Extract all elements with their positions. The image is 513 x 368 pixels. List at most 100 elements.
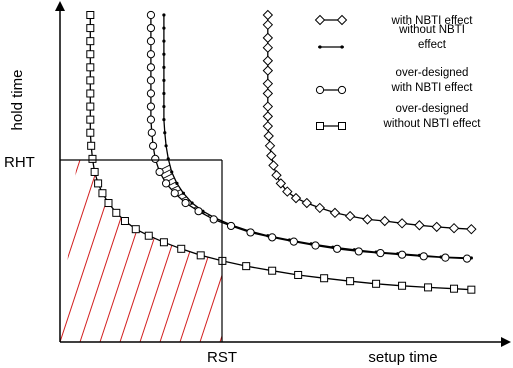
- data-point-over-designed-with-nbti-effect-3: [146, 50, 156, 59]
- black-hatch-line: [209, 160, 222, 221]
- data-point-over-designed-without-nbti-effect-31: [424, 283, 433, 292]
- legend-marker-with-nbti-effect-b: [336, 14, 348, 26]
- data-point-over-designed-without-nbti-effect-29: [372, 279, 381, 288]
- data-point-over-designed-without-nbti-effect-14: [98, 189, 107, 198]
- data-point-with-nbti-effect-16: [275, 178, 287, 189]
- data-point-over-designed-with-nbti-effect-26: [397, 250, 407, 259]
- legend-marker-over-designed-without-nbti-effect-b: [338, 122, 346, 130]
- data-point-without-nbti-effect-5: [162, 78, 166, 82]
- data-point-over-designed-with-nbti-effect-8: [146, 115, 156, 124]
- data-point-over-designed-with-nbti-effect-15: [181, 198, 190, 208]
- red-hatch-line: [0, 160, 40, 342]
- data-point-over-designed-with-nbti-effect-12: [155, 167, 164, 177]
- data-point-over-designed-without-nbti-effect-24: [242, 262, 251, 271]
- red-hatch-line: [0, 160, 20, 342]
- data-point-with-nbti-effect-21: [329, 207, 341, 219]
- data-point-over-designed-with-nbti-effect-6: [146, 89, 156, 98]
- hatch-area: [0, 160, 340, 342]
- data-point-without-nbti-effect-10: [164, 144, 168, 148]
- data-point-over-designed-without-nbti-effect-20: [159, 238, 168, 247]
- data-point-without-nbti-effect-1: [162, 26, 166, 30]
- data-point-over-designed-without-nbti-effect-32: [450, 284, 459, 293]
- data-point-over-designed-without-nbti-effect-4: [86, 63, 95, 72]
- data-point-without-nbti-effect-8: [162, 118, 166, 122]
- data-point-with-nbti-effect-19: [301, 197, 313, 209]
- hatch-mask-left: [60, 160, 222, 342]
- data-point-over-designed-with-nbti-effect-24: [354, 247, 363, 256]
- data-point-over-designed-with-nbti-effect-25: [376, 248, 385, 258]
- data-point-with-nbti-effect-28: [448, 222, 460, 234]
- data-point-with-nbti-effect-8: [262, 101, 274, 112]
- shaded-region: [0, 160, 360, 342]
- red-hatch-line: [260, 160, 320, 342]
- legend-entry-with-nbti-effect: with NBTI effect: [314, 14, 473, 27]
- data-point-with-nbti-effect-4: [262, 55, 274, 66]
- data-point-with-nbti-effect-10: [262, 120, 274, 132]
- data-point-without-nbti-effect-9: [163, 131, 167, 135]
- data-point-with-nbti-effect-0: [262, 9, 274, 21]
- data-point-with-nbti-effect-12: [264, 140, 276, 152]
- red-hatch-line: [219, 334, 222, 342]
- data-point-over-designed-without-nbti-effect-11: [88, 154, 97, 163]
- data-point-over-designed-without-nbti-effect-10: [87, 141, 96, 150]
- legend-marker-with-nbti-effect-a: [314, 14, 326, 26]
- red-hatch-line: [280, 160, 340, 342]
- data-point-over-designed-without-nbti-effect-9: [86, 128, 95, 137]
- data-point-over-designed-without-nbti-effect-3: [86, 50, 95, 59]
- data-point-over-designed-with-nbti-effect-0: [146, 10, 156, 20]
- data-point-over-designed-without-nbti-effect-27: [320, 274, 329, 283]
- data-point-with-nbti-effect-23: [362, 214, 373, 225]
- data-point-over-designed-with-nbti-effect-10: [148, 141, 158, 150]
- data-point-with-nbti-effect-1: [262, 19, 274, 31]
- data-point-over-designed-without-nbti-effect-7: [86, 102, 95, 111]
- data-point-with-nbti-effect-24: [379, 215, 390, 227]
- legend-marker-over-designed-with-nbti-effect-b: [337, 85, 347, 95]
- data-point-over-designed-without-nbti-effect-5: [86, 76, 95, 85]
- data-point-over-designed-with-nbti-effect-22: [311, 241, 320, 250]
- legend-entry-without-nbti-effect: without NBTI effect: [318, 24, 465, 51]
- y-tick-rht: RHT: [4, 154, 35, 171]
- data-point-over-designed-without-nbti-effect-18: [131, 225, 140, 234]
- data-point-without-nbti-effect-2: [162, 39, 166, 43]
- data-point-over-designed-with-nbti-effect-13: [161, 179, 171, 188]
- data-point-over-designed-with-nbti-effect-29: [462, 254, 472, 263]
- data-point-with-nbti-effect-9: [262, 111, 274, 122]
- data-point-over-designed-without-nbti-effect-8: [86, 115, 95, 124]
- red-hatch-line: [60, 160, 61, 162]
- data-point-with-nbti-effect-11: [263, 130, 274, 142]
- data-point-over-designed-without-nbti-effect-22: [196, 251, 205, 260]
- data-point-with-nbti-effect-15: [271, 170, 282, 181]
- data-point-over-designed-without-nbti-effect-26: [294, 270, 303, 279]
- data-point-over-designed-without-nbti-effect-17: [120, 217, 129, 226]
- data-point-over-designed-without-nbti-effect-21: [177, 244, 186, 253]
- series-layer: [86, 9, 477, 294]
- data-point-over-designed-with-nbti-effect-1: [146, 23, 156, 33]
- data-point-over-designed-with-nbti-effect-14: [170, 189, 179, 198]
- data-point-with-nbti-effect-25: [396, 218, 408, 229]
- data-point-over-designed-without-nbti-effect-6: [86, 89, 95, 98]
- series-line-over-designed-without-nbti-effect: [89, 15, 472, 291]
- legend-entry-over-designed-with-nbti-effect: over-designed with NBTI effect: [315, 67, 473, 95]
- data-point-over-designed-with-nbti-effect-27: [419, 252, 428, 261]
- legend-marker-over-designed-with-nbti-effect-a: [315, 85, 325, 95]
- data-point-over-designed-with-nbti-effect-9: [147, 128, 156, 137]
- red-hatch-line: [240, 160, 300, 342]
- data-point-over-designed-without-nbti-effect-13: [94, 179, 103, 188]
- legend-marker-over-designed-without-nbti-effect-a: [316, 122, 324, 130]
- black-hatch-line: [240, 160, 360, 220]
- data-point-over-designed-without-nbti-effect-15: [104, 199, 113, 208]
- data-point-over-designed-without-nbti-effect-25: [268, 266, 277, 275]
- data-point-over-designed-without-nbti-effect-28: [346, 277, 355, 286]
- data-point-over-designed-with-nbti-effect-17: [209, 215, 218, 224]
- data-point-over-designed-without-nbti-effect-12: [90, 167, 99, 176]
- data-point-without-nbti-effect-12: [170, 170, 174, 174]
- series-over-designed-without-nbti-effect: [86, 11, 476, 294]
- series-with-nbti-effect: [262, 9, 477, 235]
- data-point-over-designed-with-nbti-effect-5: [146, 76, 156, 85]
- data-point-over-designed-without-nbti-effect-30: [398, 281, 407, 290]
- data-point-over-designed-with-nbti-effect-2: [146, 37, 156, 46]
- y-axis-label: hold time: [9, 70, 26, 131]
- data-point-with-nbti-effect-2: [262, 32, 274, 44]
